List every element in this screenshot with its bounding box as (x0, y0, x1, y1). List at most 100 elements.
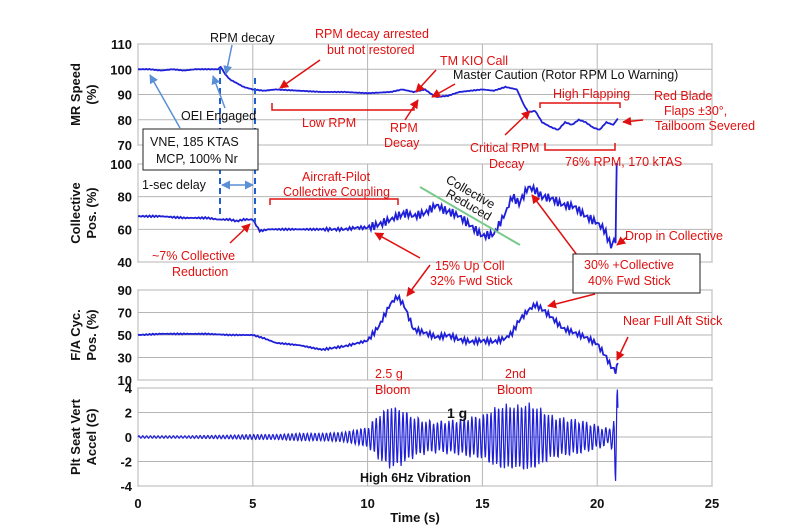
low-rpm-label: Low RPM (302, 116, 356, 130)
cyc-y-tick-label: 50 (118, 328, 132, 343)
coll-reduction-arrow (229, 223, 251, 244)
mr-y-tick-label: 110 (111, 37, 132, 52)
red-blade-label-3: Tailboom Severed (655, 119, 755, 133)
full-aft-arrow (616, 336, 629, 361)
critical-label-1: Critical RPM (470, 141, 539, 155)
high-flapping-label: High Flapping (553, 87, 630, 101)
x-tick-label: 15 (475, 496, 489, 511)
coll-y-tick-label: 100 (110, 157, 132, 172)
rpm-arrested-label-2: but not restored (327, 43, 415, 57)
x-axis-label: Time (s) (390, 510, 440, 525)
bloom2-label-1: 2nd (505, 367, 526, 381)
mr-y-tick-label: 70 (118, 138, 132, 153)
x-tick-label: 5 (249, 496, 256, 511)
one-g-label: 1 g (447, 405, 467, 421)
collective-reduced-trend (419, 186, 521, 246)
x-tick-label: 0 (134, 496, 141, 511)
rpm-decay2-arrow (404, 99, 419, 121)
cyc-y-tick-label: 90 (118, 283, 132, 298)
rpm76-label: 76% RPM, 170 kTAS (565, 155, 682, 169)
x-tick-label: 10 (360, 496, 374, 511)
oei-label: OEI Engaged (181, 109, 256, 123)
coll-red-label-1: ~7% Collective (152, 249, 235, 263)
high-6hz-label: High 6Hz Vibration (360, 471, 471, 485)
vne-box (142, 128, 259, 171)
arrested-arrow (279, 59, 321, 89)
mr-y-axis-label: MR Speed (68, 63, 83, 126)
red-blade-label-1: Red Blade (654, 89, 712, 103)
annotation-texts: RPM decay RPM decay arrested but not res… (142, 27, 755, 485)
drop-coll-arrow (616, 236, 628, 246)
oei-arrow (211, 75, 226, 109)
coll-y-tick-label: 60 (118, 222, 132, 237)
cyc-y-axis-label: Pos. (%) (84, 309, 99, 360)
rpm-decay-label: RPM decay (210, 31, 275, 45)
mr-y-axis-label: (%) (84, 84, 99, 104)
coupling-bracket (269, 198, 399, 205)
critical-label-2: Decay (489, 157, 525, 171)
plus-coll-label-1: 30% +Collective (584, 258, 674, 272)
full-aft-label: Near Full Aft Stick (623, 314, 723, 328)
mr-y-tick-label: 90 (118, 88, 132, 103)
mr-series-line (137, 65, 619, 131)
coll-y-axis-label: Collective (68, 182, 83, 243)
coll-y-tick-label: 40 (118, 255, 132, 270)
rpm-decay2-label-2: Decay (384, 136, 420, 150)
up-coll-arrow (374, 232, 421, 259)
rpm76-bracket (544, 143, 616, 151)
coll-red-label-2: Reduction (172, 265, 228, 279)
accel-y-tick-label: 0 (125, 430, 132, 445)
x-tick-label: 25 (705, 496, 719, 511)
coll-series-line (137, 163, 618, 249)
coll-y-axis-label: Pos. (%) (84, 187, 99, 238)
high-flapping-bracket (539, 102, 621, 108)
red-blade-arrow (622, 116, 644, 126)
plus-coll-arrow (531, 194, 578, 256)
cyc-y-axis-label: F/A Cyc. (68, 309, 83, 361)
x-tick-label: 20 (590, 496, 604, 511)
mr-y-tick-label: 80 (118, 113, 132, 128)
vne-label-2: MCP, 100% Nr (156, 152, 238, 166)
tm-kio-arrow (415, 69, 437, 93)
accel-series-line (137, 389, 619, 481)
fwd-stick-arrow (547, 293, 596, 309)
drop-coll-label: Drop in Collective (625, 229, 723, 243)
red-blade-label-2: Flaps ±30°, (664, 104, 727, 118)
cyc-y-tick-label: 10 (118, 373, 132, 388)
accel-y-axis-label: Accel (G) (84, 408, 99, 465)
coupling-label-1: Aircraft-Pilot (302, 170, 371, 184)
accel-y-tick-label: 2 (125, 406, 132, 421)
caution-arrow (431, 83, 456, 98)
up-coll-label-2: 32% Fwd Stick (430, 274, 513, 288)
vne-label-1: VNE, 185 KTAS (150, 135, 239, 149)
up-coll-label-1: 15% Up Coll (435, 259, 504, 273)
accel-y-tick-label: -2 (120, 455, 132, 470)
cyc-y-tick-label: 70 (118, 306, 132, 321)
bloom1-label-2: Bloom (375, 383, 410, 397)
red-annotation-graphics (229, 59, 644, 361)
cyc-series-line (137, 293, 619, 374)
critical-arrow (504, 110, 531, 136)
accel-y-axis-label: Plt Seat Vert (68, 398, 83, 475)
low-rpm-bracket (271, 103, 415, 111)
plus-coll-box (572, 253, 701, 294)
one-sec-label: 1-sec delay (142, 178, 207, 192)
bloom2-label-2: Bloom (497, 383, 532, 397)
coupling-label-2: Collective Coupling (283, 185, 390, 199)
cyc-y-tick-label: 30 (118, 351, 132, 366)
rpm-decay2-label-1: RPM (390, 121, 418, 135)
mr-y-tick-label: 100 (110, 62, 132, 77)
coll-y-tick-label: 80 (118, 190, 132, 205)
plus-coll-label-2: 40% Fwd Stick (588, 274, 671, 288)
accel-y-tick-label: -4 (120, 479, 132, 494)
series-lines (137, 65, 619, 481)
rpm-decay-arrow (223, 44, 233, 75)
fwd-stick-arrow-1 (406, 264, 431, 297)
vne-arrow (149, 74, 181, 129)
bloom1-label-1: 2.5 g (375, 367, 403, 381)
master-caution-label: Master Caution (Rotor RPM Lo Warning) (453, 68, 678, 82)
rpm-arrested-label-1: RPM decay arrested (315, 27, 429, 41)
accel-y-tick-label: 4 (125, 381, 133, 396)
